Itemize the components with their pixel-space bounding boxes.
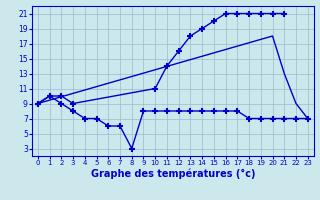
X-axis label: Graphe des températures (°c): Graphe des températures (°c)	[91, 169, 255, 179]
